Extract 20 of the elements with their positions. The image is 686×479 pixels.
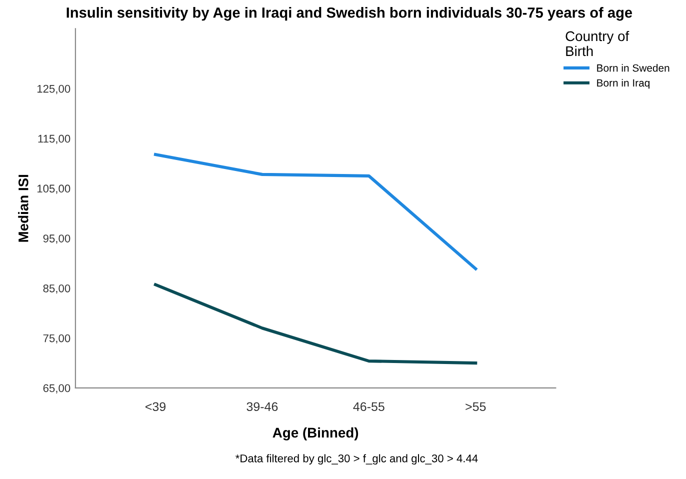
x-tick-label: 46-55 <box>353 402 384 412</box>
y-tick-label: 95,00 <box>43 234 70 244</box>
text: *Data filtered by glc_30 > f_glc and glc_30 > 4.44 <box>236 454 478 465</box>
y-tick-label: 85,00 <box>43 284 70 294</box>
x-tick-label: 39-46 <box>246 402 278 412</box>
x-axis-title: Age (Binned) <box>272 427 358 440</box>
chart-title: Insulin sensitivity by Age in Iraqi and Swedish born individuals 30-75 years of age <box>66 7 632 21</box>
legend-label: Born in Iraq <box>597 78 650 89</box>
legend-title: Country of Birth <box>566 30 630 56</box>
line-series <box>154 152 478 270</box>
y-tick-label: 75,00 <box>43 334 70 344</box>
legend-label: Born in Sweden <box>597 64 670 72</box>
x-tick-label: >55 <box>466 402 486 412</box>
y-tick-label: 115,00 <box>38 134 70 144</box>
y-tick-label: 65,00 <box>43 384 70 394</box>
y-tick-label: 105,00 <box>37 184 70 194</box>
y-tick-label: 125,00 <box>37 84 70 94</box>
line-series <box>154 283 478 365</box>
x-tick-label: <39 <box>146 402 166 412</box>
y-axis-title: Median ISI <box>18 174 28 242</box>
